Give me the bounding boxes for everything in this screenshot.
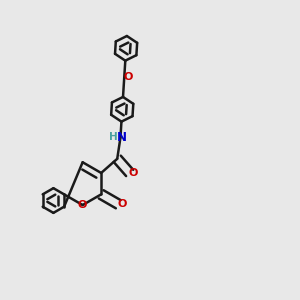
Text: O: O bbox=[78, 200, 87, 210]
Text: O: O bbox=[129, 168, 138, 178]
Text: H: H bbox=[109, 132, 117, 142]
Text: O: O bbox=[123, 72, 133, 82]
Text: O: O bbox=[117, 199, 127, 209]
Text: N: N bbox=[117, 131, 127, 144]
